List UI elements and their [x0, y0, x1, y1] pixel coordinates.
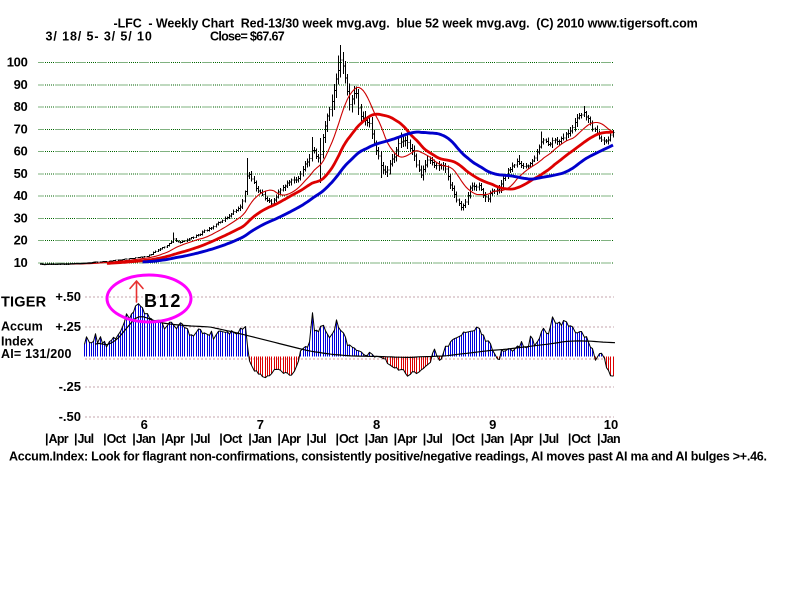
svg-text:|: |: [219, 432, 223, 446]
svg-text:Oct: Oct: [339, 432, 359, 446]
svg-text:|: |: [568, 432, 572, 446]
svg-text:40: 40: [14, 188, 28, 203]
svg-text:|: |: [597, 432, 601, 446]
svg-text:|: |: [306, 432, 310, 446]
svg-text:Jul: Jul: [78, 432, 94, 446]
svg-text:Accum.Index: Look for flagrant: Accum.Index: Look for flagrant non-confi…: [9, 450, 767, 464]
svg-text:50: 50: [14, 166, 28, 181]
svg-text:8: 8: [373, 417, 380, 432]
svg-text:Jul: Jul: [426, 432, 442, 446]
svg-text:Jan: Jan: [601, 432, 621, 446]
svg-text:Jul: Jul: [194, 432, 210, 446]
svg-text:TIGER: TIGER: [1, 295, 47, 311]
svg-text:Close= $67.67: Close= $67.67: [210, 30, 285, 44]
svg-text:Jan: Jan: [252, 432, 272, 446]
svg-text:+.25: +.25: [55, 319, 81, 334]
svg-text:9: 9: [489, 417, 496, 432]
svg-text:|: |: [365, 432, 369, 446]
svg-text:Apr: Apr: [165, 432, 185, 446]
svg-text:Jan: Jan: [368, 432, 388, 446]
svg-text:|: |: [74, 432, 78, 446]
svg-text:30: 30: [14, 211, 28, 226]
svg-text:+.50: +.50: [55, 289, 81, 304]
svg-text:Jul: Jul: [542, 432, 558, 446]
svg-text:|: |: [481, 432, 485, 446]
svg-text:Jan: Jan: [484, 432, 504, 446]
svg-text:|: |: [132, 432, 136, 446]
svg-text:|: |: [336, 432, 340, 446]
svg-text:|: |: [190, 432, 194, 446]
svg-text:Index: Index: [1, 335, 34, 349]
svg-text:|: |: [423, 432, 427, 446]
svg-text:60: 60: [14, 144, 28, 159]
svg-text:|: |: [103, 432, 107, 446]
svg-text:Oct: Oct: [571, 432, 591, 446]
svg-text:|: |: [161, 432, 165, 446]
svg-text:70: 70: [14, 121, 28, 136]
svg-text:Apr: Apr: [281, 432, 301, 446]
svg-text:20: 20: [14, 233, 28, 248]
svg-text:Oct: Oct: [107, 432, 127, 446]
svg-text:3/ 18/ 5- 3/ 5/ 10: 3/ 18/ 5- 3/ 5/ 10: [46, 30, 153, 44]
svg-text:Apr: Apr: [397, 432, 417, 446]
svg-text:|: |: [248, 432, 252, 446]
svg-text:Apr: Apr: [513, 432, 533, 446]
svg-text:B12: B12: [144, 291, 182, 311]
svg-text:AI= 131/200: AI= 131/200: [1, 347, 72, 361]
svg-text:90: 90: [14, 77, 28, 92]
svg-text:7: 7: [257, 417, 264, 432]
svg-text:|: |: [394, 432, 398, 446]
svg-text:Oct: Oct: [455, 432, 475, 446]
svg-text:6: 6: [141, 417, 148, 432]
svg-text:|: |: [539, 432, 543, 446]
svg-text:Accum: Accum: [1, 320, 43, 334]
svg-text:|: |: [45, 432, 49, 446]
svg-text:|: |: [277, 432, 281, 446]
svg-text:10: 10: [604, 417, 618, 432]
svg-text:100: 100: [7, 55, 28, 70]
svg-text:-.50: -.50: [59, 409, 81, 424]
svg-text:|: |: [452, 432, 456, 446]
svg-text:Apr: Apr: [49, 432, 69, 446]
svg-text:10: 10: [14, 255, 28, 270]
svg-text:Jul: Jul: [310, 432, 326, 446]
svg-text:Jan: Jan: [136, 432, 156, 446]
svg-text:-LFC - Weekly Chart Red-13/3: -LFC - Weekly Chart Red-13/30 week mvg.a…: [114, 17, 698, 31]
svg-text:-.25: -.25: [59, 379, 81, 394]
svg-text:80: 80: [14, 99, 28, 114]
svg-text:|: |: [510, 432, 514, 446]
svg-text:Oct: Oct: [223, 432, 243, 446]
